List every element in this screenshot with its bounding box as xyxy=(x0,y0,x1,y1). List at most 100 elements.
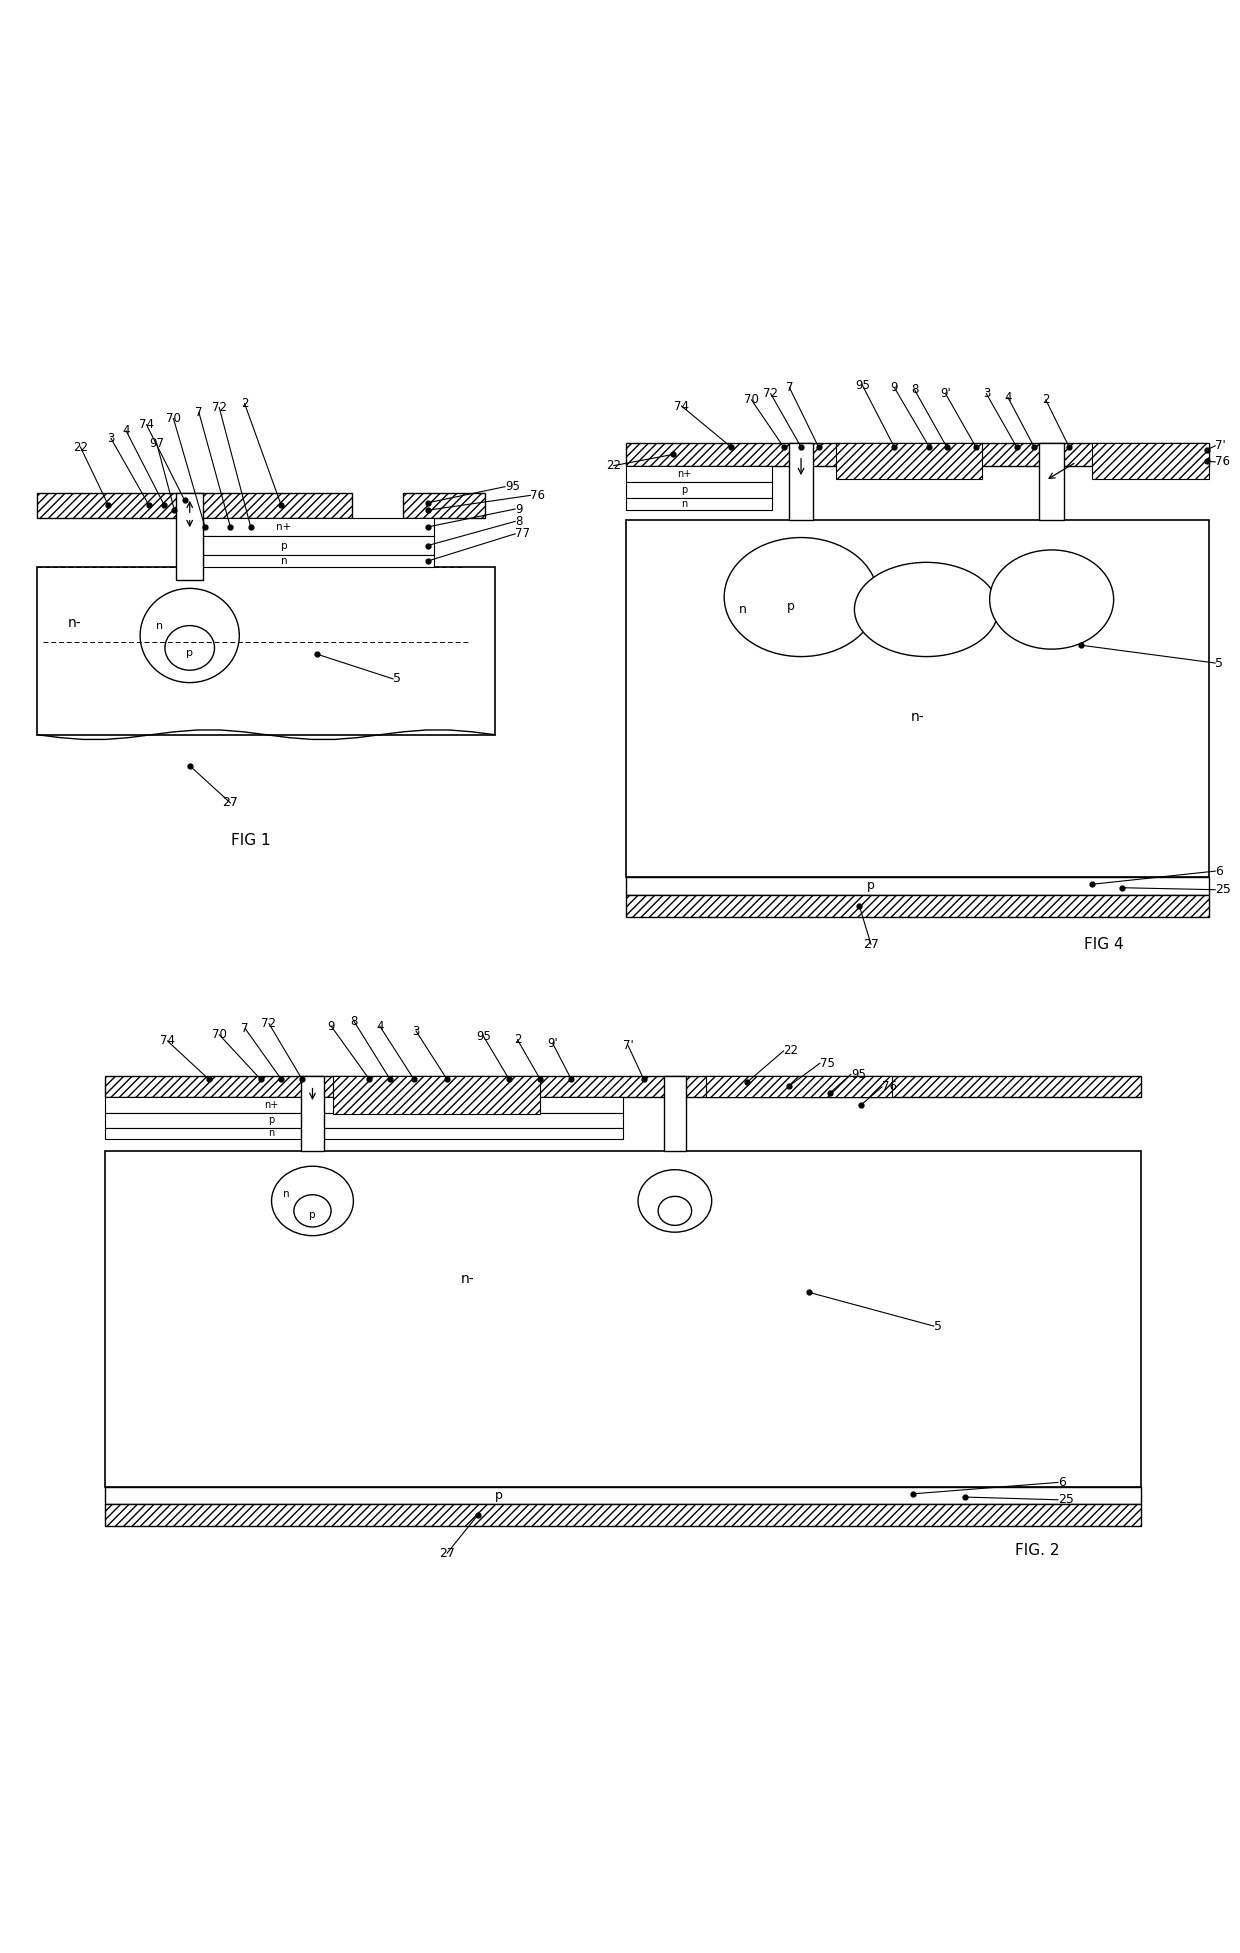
Bar xyxy=(105,1076,1141,1098)
Ellipse shape xyxy=(854,562,998,656)
Text: p: p xyxy=(495,1488,502,1502)
Bar xyxy=(1039,443,1064,519)
Ellipse shape xyxy=(658,1197,692,1225)
Text: 70: 70 xyxy=(212,1029,227,1041)
Text: 7: 7 xyxy=(242,1021,249,1035)
Text: 22: 22 xyxy=(73,441,88,453)
Text: 5: 5 xyxy=(934,1320,941,1332)
Text: 72: 72 xyxy=(764,387,779,400)
Text: 27: 27 xyxy=(439,1547,455,1560)
Text: 4: 4 xyxy=(376,1019,383,1033)
Bar xyxy=(626,877,1209,894)
Text: 9: 9 xyxy=(515,502,522,516)
Text: p: p xyxy=(268,1115,274,1125)
Bar xyxy=(706,1076,893,1098)
Text: 22: 22 xyxy=(606,459,621,473)
Text: 7': 7' xyxy=(1215,439,1226,453)
Text: 75: 75 xyxy=(820,1057,835,1070)
Bar xyxy=(203,537,434,555)
Text: 3: 3 xyxy=(107,432,114,445)
Text: 2: 2 xyxy=(1042,393,1049,406)
Text: n: n xyxy=(280,557,288,566)
Text: p: p xyxy=(681,484,688,494)
Text: 74: 74 xyxy=(160,1035,175,1047)
Bar xyxy=(626,894,1209,918)
Bar xyxy=(203,555,434,566)
Bar xyxy=(1092,443,1209,478)
Text: n: n xyxy=(156,621,164,631)
Bar xyxy=(105,1152,1141,1488)
Text: p: p xyxy=(280,541,288,551)
Bar xyxy=(789,443,813,519)
Text: 5: 5 xyxy=(1215,656,1223,670)
Text: 8: 8 xyxy=(911,383,919,396)
Bar xyxy=(836,443,982,478)
Bar xyxy=(37,566,495,734)
Text: n: n xyxy=(268,1129,274,1139)
Text: FIG 1: FIG 1 xyxy=(231,832,270,848)
Bar xyxy=(105,1504,1141,1525)
Text: 22: 22 xyxy=(784,1045,799,1057)
Text: 4: 4 xyxy=(123,424,130,437)
Text: p: p xyxy=(309,1209,316,1219)
Text: 77: 77 xyxy=(515,527,529,541)
Text: 95: 95 xyxy=(476,1029,491,1043)
Text: 9: 9 xyxy=(327,1019,335,1033)
Text: 7': 7' xyxy=(622,1039,634,1053)
Bar xyxy=(403,492,485,518)
Bar xyxy=(203,518,434,537)
Text: 27: 27 xyxy=(863,937,879,951)
Text: 6: 6 xyxy=(1058,1476,1066,1488)
Ellipse shape xyxy=(639,1170,712,1232)
Text: p: p xyxy=(186,648,193,658)
Text: FIG. 2: FIG. 2 xyxy=(1016,1543,1059,1558)
Text: 5: 5 xyxy=(393,672,401,686)
Text: 74: 74 xyxy=(139,418,154,432)
Bar xyxy=(626,443,1209,465)
Text: n-: n- xyxy=(461,1271,475,1285)
Text: 95: 95 xyxy=(505,480,520,494)
Text: 76: 76 xyxy=(1215,455,1230,469)
Text: 72: 72 xyxy=(262,1018,277,1029)
Text: 9': 9' xyxy=(940,387,951,400)
Text: 3: 3 xyxy=(982,387,990,400)
Text: 70: 70 xyxy=(166,412,181,426)
Text: 97: 97 xyxy=(149,437,164,449)
Text: n+: n+ xyxy=(677,469,692,478)
Bar xyxy=(105,1127,624,1139)
Ellipse shape xyxy=(165,625,215,670)
Bar xyxy=(301,1076,324,1152)
Bar xyxy=(105,1488,1141,1504)
Text: 7: 7 xyxy=(195,406,202,418)
Text: n+: n+ xyxy=(277,521,291,531)
Text: 74: 74 xyxy=(675,400,689,412)
Text: n: n xyxy=(681,500,688,510)
Ellipse shape xyxy=(294,1195,331,1226)
Bar xyxy=(663,1076,686,1152)
Text: n: n xyxy=(283,1189,289,1199)
Text: n+: n+ xyxy=(264,1100,278,1109)
Bar xyxy=(626,465,771,482)
Bar xyxy=(105,1098,624,1113)
Ellipse shape xyxy=(990,551,1114,648)
Text: 3: 3 xyxy=(413,1025,419,1037)
Ellipse shape xyxy=(272,1166,353,1236)
Text: 9: 9 xyxy=(890,381,898,395)
Text: 4: 4 xyxy=(1004,391,1012,404)
Text: 25: 25 xyxy=(1215,883,1231,896)
Text: 2: 2 xyxy=(241,396,248,410)
Bar xyxy=(626,498,771,510)
Text: 2: 2 xyxy=(513,1033,521,1047)
Text: p: p xyxy=(867,879,875,893)
Bar xyxy=(626,519,1209,877)
Text: 6: 6 xyxy=(1215,865,1223,877)
Text: 76: 76 xyxy=(882,1080,897,1094)
Bar xyxy=(334,1076,541,1113)
Text: 95: 95 xyxy=(851,1068,866,1080)
Text: 8: 8 xyxy=(350,1016,357,1027)
Text: n: n xyxy=(739,603,746,615)
Text: 25: 25 xyxy=(1058,1494,1074,1506)
Text: 27: 27 xyxy=(222,797,238,809)
Text: 7: 7 xyxy=(786,381,794,395)
Text: n-: n- xyxy=(911,709,924,725)
